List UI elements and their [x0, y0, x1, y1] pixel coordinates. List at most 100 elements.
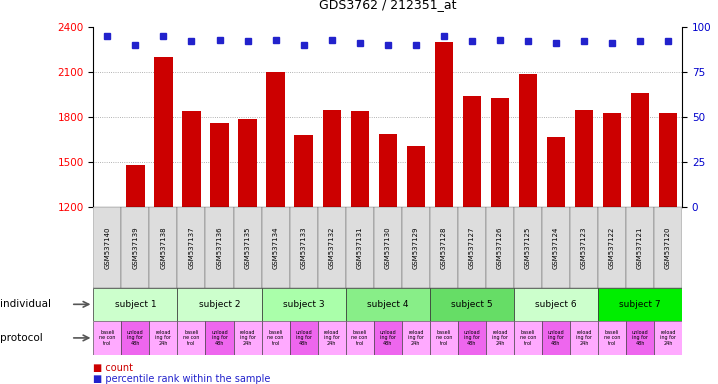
- Text: GSM537135: GSM537135: [245, 227, 251, 269]
- Text: subject 4: subject 4: [367, 300, 409, 309]
- Text: subject 2: subject 2: [199, 300, 241, 309]
- Bar: [93, 207, 121, 288]
- Bar: [233, 321, 261, 355]
- Text: ■ percentile rank within the sample: ■ percentile rank within the sample: [93, 374, 271, 384]
- Text: GSM537128: GSM537128: [441, 227, 447, 269]
- Bar: [491, 98, 509, 207]
- Bar: [205, 207, 233, 288]
- Bar: [402, 321, 430, 355]
- Text: GSM537129: GSM537129: [413, 227, 419, 269]
- Bar: [93, 321, 121, 355]
- Text: GSM537140: GSM537140: [104, 227, 111, 269]
- Bar: [626, 321, 654, 355]
- Text: reload
ing for
24h: reload ing for 24h: [576, 330, 592, 346]
- Text: individual: individual: [0, 299, 51, 310]
- Bar: [93, 288, 177, 321]
- Bar: [205, 321, 233, 355]
- Bar: [266, 72, 284, 207]
- Text: subject 3: subject 3: [283, 300, 325, 309]
- Bar: [486, 321, 514, 355]
- Text: subject 5: subject 5: [451, 300, 493, 309]
- Bar: [322, 109, 341, 207]
- Bar: [350, 111, 369, 207]
- Text: baseli
ne con
trol: baseli ne con trol: [267, 330, 284, 346]
- Bar: [547, 137, 565, 207]
- Text: GSM537139: GSM537139: [132, 226, 139, 269]
- Text: unload
ing for
48h: unload ing for 48h: [211, 330, 228, 346]
- Bar: [430, 288, 514, 321]
- Text: protocol: protocol: [0, 333, 43, 343]
- Text: GSM537137: GSM537137: [188, 226, 195, 269]
- Text: subject 7: subject 7: [619, 300, 661, 309]
- Text: unload
ing for
48h: unload ing for 48h: [295, 330, 312, 346]
- Text: baseli
ne con
trol: baseli ne con trol: [183, 330, 200, 346]
- Bar: [378, 134, 397, 207]
- Bar: [121, 321, 149, 355]
- Bar: [654, 207, 682, 288]
- Text: subject 6: subject 6: [535, 300, 577, 309]
- Bar: [542, 207, 570, 288]
- Bar: [233, 207, 261, 288]
- Text: GSM537132: GSM537132: [329, 227, 335, 269]
- Bar: [603, 113, 621, 207]
- Bar: [462, 96, 481, 207]
- Text: GSM537130: GSM537130: [385, 226, 391, 269]
- Text: GSM537138: GSM537138: [160, 226, 167, 269]
- Text: GSM537136: GSM537136: [217, 226, 223, 269]
- Bar: [345, 207, 373, 288]
- Text: subject 1: subject 1: [115, 300, 157, 309]
- Bar: [626, 207, 654, 288]
- Bar: [210, 123, 228, 207]
- Bar: [373, 207, 402, 288]
- Text: reload
ing for
24h: reload ing for 24h: [660, 330, 676, 346]
- Bar: [598, 321, 626, 355]
- Text: unload
ing for
48h: unload ing for 48h: [463, 330, 480, 346]
- Bar: [289, 207, 317, 288]
- Text: baseli
ne con
trol: baseli ne con trol: [352, 330, 368, 346]
- Text: GSM537120: GSM537120: [665, 227, 671, 269]
- Bar: [458, 207, 486, 288]
- Bar: [598, 288, 682, 321]
- Text: GSM537126: GSM537126: [497, 227, 503, 269]
- Bar: [575, 109, 593, 207]
- Text: GSM537131: GSM537131: [357, 226, 363, 269]
- Text: reload
ing for
24h: reload ing for 24h: [155, 330, 172, 346]
- Bar: [289, 321, 317, 355]
- Bar: [182, 111, 200, 207]
- Text: GSM537127: GSM537127: [469, 227, 475, 269]
- Text: ■ count: ■ count: [93, 363, 134, 373]
- Bar: [598, 207, 626, 288]
- Bar: [430, 321, 458, 355]
- Bar: [373, 321, 402, 355]
- Bar: [238, 119, 256, 207]
- Bar: [149, 207, 177, 288]
- Text: GSM537125: GSM537125: [525, 227, 531, 269]
- Bar: [177, 207, 205, 288]
- Text: unload
ing for
48h: unload ing for 48h: [379, 330, 396, 346]
- Bar: [261, 207, 289, 288]
- Text: baseli
ne con
trol: baseli ne con trol: [520, 330, 536, 346]
- Bar: [570, 321, 598, 355]
- Bar: [542, 321, 570, 355]
- Text: reload
ing for
24h: reload ing for 24h: [408, 330, 424, 346]
- Bar: [570, 207, 598, 288]
- Text: unload
ing for
48h: unload ing for 48h: [548, 330, 564, 346]
- Bar: [430, 207, 458, 288]
- Bar: [486, 207, 514, 288]
- Bar: [659, 113, 677, 207]
- Text: GSM537123: GSM537123: [581, 227, 587, 269]
- Bar: [514, 321, 542, 355]
- Bar: [177, 288, 261, 321]
- Bar: [317, 321, 345, 355]
- Bar: [121, 207, 149, 288]
- Bar: [514, 288, 598, 321]
- Bar: [294, 135, 313, 207]
- Bar: [402, 207, 430, 288]
- Bar: [261, 288, 345, 321]
- Bar: [514, 207, 542, 288]
- Text: reload
ing for
24h: reload ing for 24h: [492, 330, 508, 346]
- Bar: [345, 288, 430, 321]
- Text: GSM537121: GSM537121: [637, 227, 643, 269]
- Text: baseli
ne con
trol: baseli ne con trol: [99, 330, 116, 346]
- Bar: [317, 207, 345, 288]
